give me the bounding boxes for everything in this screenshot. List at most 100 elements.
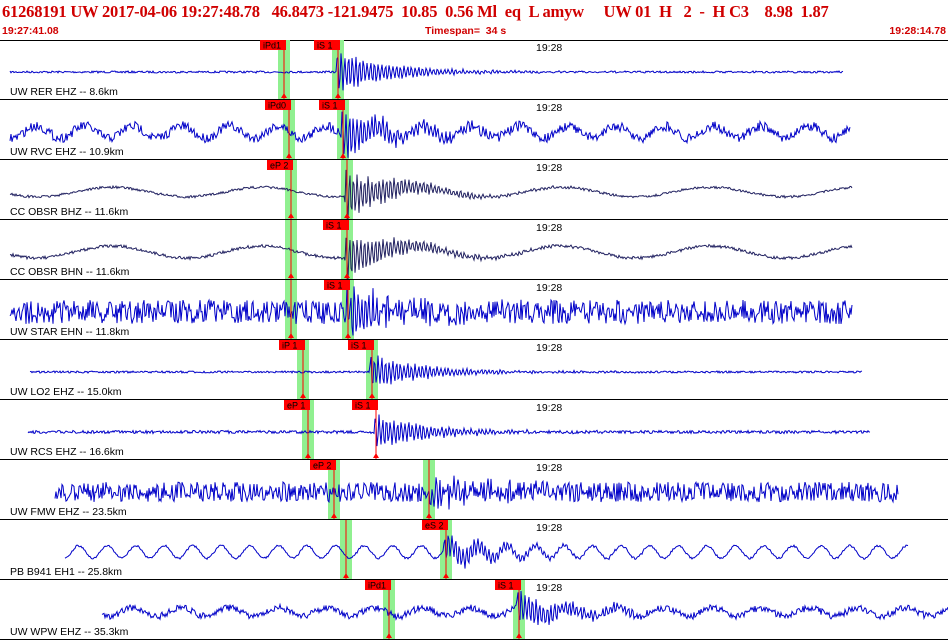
pick-marker bbox=[373, 453, 379, 458]
waveform-plot: eP 2 bbox=[54, 460, 899, 519]
waveform-trace bbox=[64, 535, 909, 569]
time-tick-label: 19:28 bbox=[536, 42, 563, 54]
pick-label: eP 2 bbox=[313, 461, 331, 471]
station-label: UW LO2 EHZ -- 15.0km bbox=[10, 386, 122, 398]
timespan-label: Timespan= 34 s bbox=[425, 25, 507, 37]
end-time: 19:28:14.78 bbox=[889, 25, 946, 37]
trace-panel[interactable]: iPd1 iS 1 19:28 UW RER EHZ -- 8.6km bbox=[0, 40, 948, 100]
trace-panel[interactable]: eS 2 19:28 PB B941 EH1 -- 25.8km bbox=[0, 520, 948, 580]
event-summary-title: 61268191 UW 2017-04-06 19:27:48.78 46.84… bbox=[2, 2, 829, 21]
pick-marker bbox=[288, 213, 294, 218]
waveform-plot: eP 1 iS 1 bbox=[27, 400, 871, 459]
time-tick-label: 19:28 bbox=[536, 522, 563, 534]
pick-marker bbox=[426, 513, 432, 518]
pick-marker bbox=[331, 513, 337, 518]
pick-label: iP 1 bbox=[282, 341, 297, 351]
waveform-trace bbox=[9, 53, 844, 91]
station-label: CC OBSR BHN -- 11.6km bbox=[10, 266, 130, 278]
station-label: UW RER EHZ -- 8.6km bbox=[10, 86, 118, 98]
pick-label: iPd1 bbox=[263, 41, 281, 51]
waveform-trace bbox=[9, 237, 853, 279]
start-time: 19:27:41.08 bbox=[2, 25, 59, 37]
waveform-plot: eS 2 bbox=[64, 520, 909, 579]
pick-marker bbox=[288, 273, 294, 278]
waveform-trace bbox=[9, 169, 853, 219]
pick-label: iS 1 bbox=[351, 341, 367, 351]
pick-flag[interactable] bbox=[352, 400, 378, 410]
pick-flag[interactable] bbox=[265, 100, 291, 110]
pick-marker bbox=[288, 333, 294, 338]
station-label: PB B941 EH1 -- 25.8km bbox=[10, 566, 123, 578]
pick-marker bbox=[369, 393, 375, 398]
pick-marker bbox=[345, 333, 351, 338]
pick-flag[interactable] bbox=[267, 160, 293, 170]
station-label: UW RVC EHZ -- 10.9km bbox=[10, 146, 124, 158]
pick-label: iS 1 bbox=[317, 41, 333, 51]
station-label: UW STAR EHN -- 11.8km bbox=[10, 326, 130, 338]
pick-marker bbox=[443, 573, 449, 578]
trace-panel[interactable]: iS 1 19:28 UW STAR EHN -- 11.8km bbox=[0, 280, 948, 340]
time-tick-label: 19:28 bbox=[536, 582, 563, 594]
trace-panel[interactable]: eP 2 19:28 UW FMW EHZ -- 23.5km bbox=[0, 460, 948, 520]
pick-marker bbox=[344, 273, 350, 278]
pick-flag[interactable] bbox=[284, 400, 310, 410]
pick-marker bbox=[305, 453, 311, 458]
pick-label: iPd0 bbox=[268, 101, 286, 111]
pick-flag[interactable] bbox=[260, 40, 286, 50]
waveform-plot: eP 2 bbox=[9, 160, 853, 219]
pick-flag[interactable] bbox=[422, 520, 448, 530]
waveform-plot: iS 1 bbox=[9, 220, 853, 279]
pick-marker bbox=[300, 393, 306, 398]
pick-marker bbox=[340, 153, 346, 158]
waveform-trace bbox=[9, 111, 851, 158]
event-header: 61268191 UW 2017-04-06 19:27:48.78 46.84… bbox=[0, 0, 948, 41]
pick-flag[interactable] bbox=[324, 280, 350, 290]
pick-flag[interactable] bbox=[365, 580, 391, 590]
waveform-trace bbox=[101, 590, 948, 626]
time-tick-label: 19:28 bbox=[536, 102, 563, 114]
time-tick-label: 19:28 bbox=[536, 282, 563, 294]
pick-flag[interactable] bbox=[279, 340, 305, 350]
station-label: CC OBSR BHZ -- 11.6km bbox=[10, 206, 129, 218]
waveform-trace bbox=[27, 414, 871, 447]
trace-panel[interactable]: iP 1 iS 1 19:28 UW LO2 EHZ -- 15.0km bbox=[0, 340, 948, 400]
pick-label: eP 2 bbox=[270, 161, 288, 171]
trace-panel[interactable]: eP 2 19:28 CC OBSR BHZ -- 11.6km bbox=[0, 160, 948, 220]
pick-flag[interactable] bbox=[348, 340, 374, 350]
pick-marker bbox=[286, 153, 292, 158]
waveform-plot: iS 1 bbox=[9, 280, 853, 339]
pick-marker bbox=[386, 633, 392, 638]
pick-label: eP 1 bbox=[287, 401, 305, 411]
waveform-plot: iPd1 iS 1 bbox=[9, 40, 844, 99]
pick-flag[interactable] bbox=[319, 100, 345, 110]
pick-marker bbox=[281, 93, 287, 98]
time-tick-label: 19:28 bbox=[536, 402, 563, 414]
time-tick-label: 19:28 bbox=[536, 462, 563, 474]
station-label: UW WPW EHZ -- 35.3km bbox=[10, 626, 129, 638]
station-label: UW FMW EHZ -- 23.5km bbox=[10, 506, 127, 518]
waveform-trace bbox=[29, 355, 863, 385]
seismogram-stack[interactable]: iPd1 iS 1 19:28 UW RER EHZ -- 8.6km iPd0 iS 1… bbox=[0, 40, 948, 640]
waveform-plot: iPd1 iS 1 bbox=[101, 580, 948, 639]
time-tick-label: 19:28 bbox=[536, 162, 563, 174]
pick-flag[interactable] bbox=[495, 580, 521, 590]
pick-label: iPd1 bbox=[368, 581, 386, 591]
waveform-plot: iPd0 iS 1 bbox=[9, 100, 851, 159]
pick-label: iS 1 bbox=[327, 281, 343, 291]
pick-marker bbox=[344, 213, 350, 218]
station-label: UW RCS EHZ -- 16.6km bbox=[10, 446, 124, 458]
pick-flag[interactable] bbox=[323, 220, 349, 230]
trace-panel[interactable]: iS 1 19:28 CC OBSR BHN -- 11.6km bbox=[0, 220, 948, 280]
trace-panel[interactable]: iPd0 iS 1 19:28 UW RVC EHZ -- 10.9km bbox=[0, 100, 948, 160]
pick-label: iS 1 bbox=[326, 221, 342, 231]
pick-label: iS 1 bbox=[322, 101, 338, 111]
pick-marker bbox=[516, 633, 522, 638]
trace-panel[interactable]: iPd1 iS 1 19:28 UW WPW EHZ -- 35.3km bbox=[0, 580, 948, 640]
pick-marker bbox=[335, 93, 341, 98]
pick-flag[interactable] bbox=[310, 460, 336, 470]
pick-label: iS 1 bbox=[498, 581, 514, 591]
trace-panel[interactable]: eP 1 iS 1 19:28 UW RCS EHZ -- 16.6km bbox=[0, 400, 948, 460]
pick-flag[interactable] bbox=[314, 40, 340, 50]
time-tick-label: 19:28 bbox=[536, 222, 563, 234]
pick-label: iS 1 bbox=[355, 401, 371, 411]
